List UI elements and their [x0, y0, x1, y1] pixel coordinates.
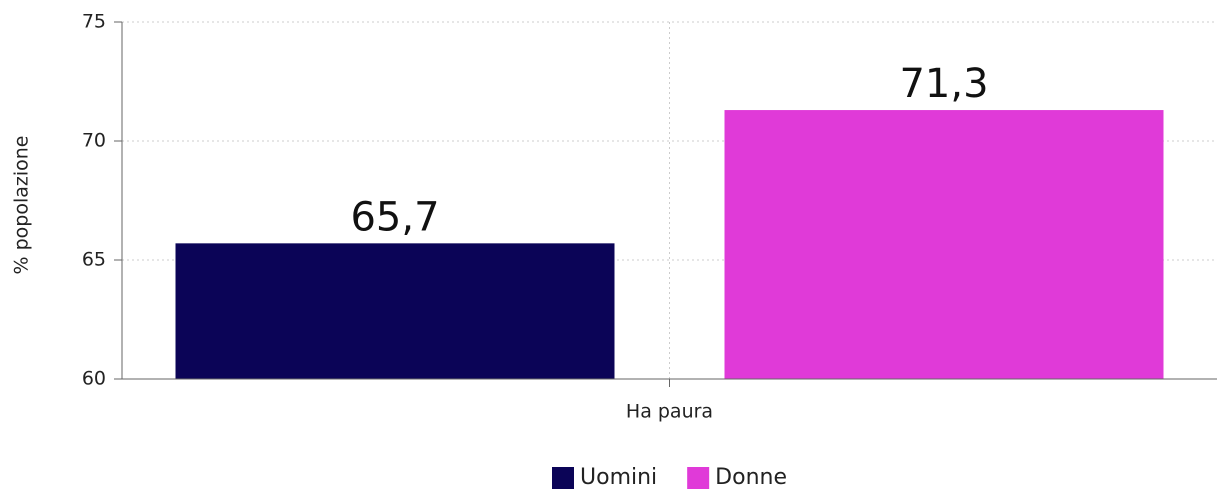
legend-swatch: [687, 467, 710, 489]
y-tick-label: 75: [82, 11, 106, 33]
value-label: 65,7: [350, 194, 439, 240]
legend-swatch: [552, 467, 574, 489]
x-tick-label: Ha paura: [626, 401, 713, 423]
y-tick-label: 65: [82, 249, 106, 271]
y-tick-label: 70: [82, 130, 106, 152]
y-axis-label: % popolazione: [11, 136, 33, 275]
value-label: 71,3: [899, 61, 988, 107]
bar: [175, 243, 615, 379]
legend-label: Uomini: [580, 465, 657, 490]
bar: [724, 110, 1164, 379]
y-tick-label: 60: [82, 368, 106, 390]
legend-label: Donne: [715, 465, 787, 490]
